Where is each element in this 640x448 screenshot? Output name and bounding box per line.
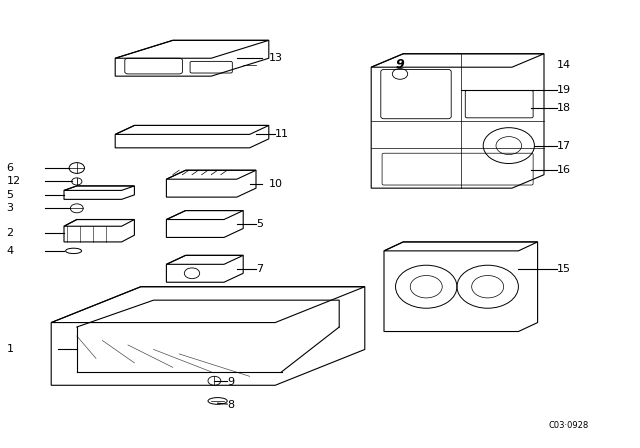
- Text: 7: 7: [256, 264, 263, 274]
- Text: 5: 5: [256, 219, 263, 229]
- Text: 6: 6: [6, 163, 13, 173]
- Text: 13: 13: [269, 53, 283, 63]
- Text: 4: 4: [6, 246, 13, 256]
- Text: 8: 8: [227, 400, 234, 410]
- Text: 18: 18: [557, 103, 571, 112]
- Text: 19: 19: [557, 85, 571, 95]
- Text: 17: 17: [557, 141, 571, 151]
- Text: 2: 2: [6, 228, 13, 238]
- Text: 9: 9: [396, 58, 404, 72]
- Text: 9: 9: [227, 377, 234, 387]
- Text: 12: 12: [6, 177, 20, 186]
- Text: 16: 16: [557, 165, 571, 175]
- Text: 3: 3: [6, 203, 13, 213]
- Text: 11: 11: [275, 129, 289, 139]
- Text: C03·0928: C03·0928: [548, 421, 589, 430]
- Text: 14: 14: [557, 60, 571, 70]
- Text: 10: 10: [269, 179, 283, 189]
- Text: 15: 15: [557, 264, 571, 274]
- Text: 1: 1: [6, 345, 13, 354]
- Text: 5: 5: [6, 190, 13, 200]
